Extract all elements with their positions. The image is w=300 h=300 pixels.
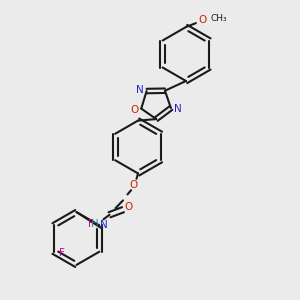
Text: N: N [174, 104, 182, 114]
Text: F: F [88, 219, 94, 229]
Text: N: N [136, 85, 144, 94]
Text: O: O [124, 202, 133, 212]
Text: O: O [198, 15, 207, 26]
Text: O: O [129, 180, 138, 190]
Text: F: F [59, 248, 65, 258]
Text: N: N [100, 220, 108, 230]
Text: H: H [91, 219, 98, 229]
Text: O: O [130, 105, 139, 115]
Text: CH₃: CH₃ [211, 14, 227, 23]
